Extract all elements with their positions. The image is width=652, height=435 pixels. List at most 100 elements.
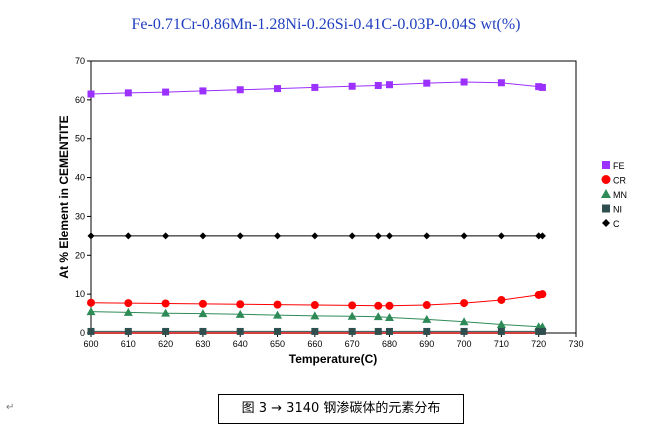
series-mn-point — [235, 309, 245, 318]
series-c-point — [87, 232, 95, 240]
series-mn-point — [422, 314, 432, 323]
series-fe-point — [348, 82, 356, 90]
series-fe-point — [423, 79, 431, 87]
series-fe-point — [497, 79, 505, 87]
series-mn-point — [198, 309, 208, 318]
y-tick-label: 60 — [75, 95, 85, 105]
series-fe-point — [124, 89, 132, 97]
series-fe-point — [374, 81, 382, 89]
x-tick-label: 730 — [568, 339, 583, 349]
x-tick-label: 700 — [457, 339, 472, 349]
series-cr-point — [273, 300, 282, 309]
legend-marker-mn — [601, 189, 611, 198]
series-mn-point — [86, 307, 96, 316]
chart-title: Fe-0.71Cr-0.86Mn-1.28Ni-0.26Si-0.41C-0.0… — [131, 16, 521, 33]
x-tick-label: 630 — [195, 339, 210, 349]
series-c-point — [423, 232, 431, 240]
series-fe-point — [460, 78, 468, 86]
series-cr-point — [87, 298, 95, 307]
legend-marker-cr — [601, 175, 611, 184]
legend-marker-c — [602, 219, 610, 227]
x-tick-label: 670 — [345, 339, 360, 349]
series-mn-point — [310, 311, 320, 320]
series-cr-point — [161, 299, 170, 308]
y-tick-label: 10 — [75, 289, 85, 299]
series-mn-point — [373, 312, 383, 321]
series-c-point — [538, 232, 546, 240]
y-tick-label: 30 — [75, 211, 85, 221]
series-c-point — [460, 232, 468, 240]
series-fe-point — [199, 87, 207, 95]
series-mn-point — [123, 307, 133, 316]
series-cr-point — [374, 301, 383, 310]
series-ni-point — [199, 327, 207, 335]
series-fe-point — [162, 88, 170, 96]
legend-label-mn: MN — [613, 190, 627, 200]
x-tick-label: 690 — [419, 339, 434, 349]
series-mn-point — [459, 317, 469, 326]
y-tick-label: 70 — [75, 56, 85, 66]
legend-marker-fe — [602, 161, 610, 169]
series-mn-point — [384, 312, 394, 321]
series-c-point — [274, 232, 282, 240]
series-c-point — [311, 232, 319, 240]
series-c-point — [497, 232, 505, 240]
series-c-point — [236, 232, 244, 240]
series-ni-point — [87, 327, 95, 335]
series-cr-point — [198, 299, 207, 308]
series-fe-point — [385, 81, 393, 89]
series-ni-point — [535, 327, 543, 335]
x-tick-label: 720 — [531, 339, 546, 349]
series-c-point — [162, 232, 170, 240]
legend-marker-ni — [602, 204, 610, 213]
series-ni-point — [423, 327, 431, 335]
x-tick-label: 600 — [83, 339, 98, 349]
series-cr-point — [385, 301, 394, 310]
series-c-point — [199, 232, 207, 240]
y-tick-label: 20 — [75, 250, 85, 260]
series-ni-point — [460, 327, 468, 335]
series-fe-point — [311, 83, 319, 91]
series-cr-point — [538, 290, 547, 299]
series-c-point — [124, 232, 132, 240]
legend-label-cr: CR — [613, 176, 626, 186]
x-tick-label: 710 — [494, 339, 509, 349]
series-ni-point — [274, 327, 282, 335]
x-tick-label: 680 — [382, 339, 397, 349]
series-cr-point — [348, 301, 357, 310]
series-ni-point — [385, 327, 393, 335]
series-cr-point — [124, 299, 133, 308]
x-tick-label: 660 — [307, 339, 322, 349]
series-ni-point — [236, 327, 244, 335]
x-tick-label: 650 — [270, 339, 285, 349]
x-tick-label: 620 — [158, 339, 173, 349]
series-ni-point — [124, 327, 132, 335]
x-axis-label: Temperature(C) — [289, 352, 377, 366]
series-fe-point — [87, 90, 95, 98]
legend-label-c: C — [613, 219, 620, 229]
legend-label-ni: NI — [613, 205, 622, 215]
cementite-composition-chart: 600 610 620 630 640 650 660 670 680 690 700 710 720 7… — [57, 56, 627, 366]
legend: FE CR MN NI C — [601, 161, 627, 229]
y-tick-label: 50 — [75, 134, 85, 144]
series-fe-point — [535, 83, 543, 91]
y-axis-label: At % Element in CEMENTITE — [57, 115, 71, 278]
series-ni-point — [538, 327, 546, 335]
series-ni-point — [497, 327, 505, 335]
series-fe-point — [538, 83, 546, 91]
series-fe-point — [236, 86, 244, 94]
legend-label-fe: FE — [613, 161, 625, 171]
plot-area — [90, 60, 577, 334]
series-c-point — [385, 232, 393, 240]
series-c-point — [535, 232, 543, 240]
x-tick-label: 640 — [233, 339, 248, 349]
series-ni-point — [162, 327, 170, 335]
y-tick-label: 40 — [75, 173, 85, 183]
series-cr-point — [310, 301, 319, 310]
series-mn-point — [161, 308, 171, 317]
figure-caption: 图 3 → 3140 钢渗碳体的元素分布 — [218, 394, 464, 424]
series-ni-point — [348, 327, 356, 335]
series-fe-point — [274, 85, 282, 93]
series-cr-point — [460, 299, 469, 308]
series-mn-point — [273, 310, 283, 319]
